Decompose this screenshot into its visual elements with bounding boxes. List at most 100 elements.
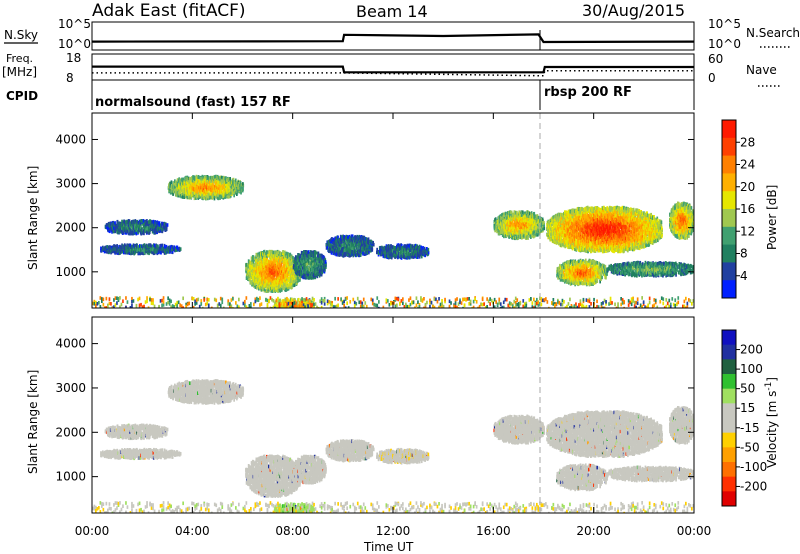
power-cell (288, 256, 291, 260)
power-cell (247, 277, 249, 281)
power-cell (289, 253, 292, 257)
power-cell (195, 174, 198, 179)
power-cell (301, 266, 304, 270)
power-cell (132, 250, 134, 254)
power-cell (230, 180, 232, 184)
power-cell (157, 250, 160, 254)
power-cell (286, 264, 289, 268)
power-cell (213, 196, 216, 201)
power-cell (314, 253, 316, 258)
power-cell (212, 175, 215, 180)
power-cell (116, 225, 119, 229)
power-cell (138, 219, 141, 224)
power-cell (232, 177, 235, 182)
power-cell (126, 229, 128, 234)
freq-line (92, 65, 694, 74)
power-cell (193, 190, 195, 194)
power-cell (266, 289, 268, 293)
power-cell (133, 226, 135, 230)
power-cell (215, 188, 218, 193)
power-cell (307, 259, 310, 264)
power-cell (283, 286, 286, 290)
power-cell (286, 287, 288, 292)
power-cell (312, 270, 314, 275)
power-cell (279, 271, 282, 276)
power-cell (183, 193, 186, 197)
power-cell (136, 248, 139, 253)
power-cell (164, 222, 166, 226)
power-cell (171, 249, 174, 254)
power-cell (120, 223, 123, 227)
nsearch-tick-top: 10^5 (708, 17, 741, 31)
power-cell (170, 180, 173, 184)
power-cell (268, 259, 270, 264)
power-cell (186, 192, 189, 196)
power-cell (286, 251, 288, 256)
power-cell (365, 237, 368, 241)
power-cell (187, 182, 189, 187)
power-cell (422, 246, 424, 250)
power-cell (212, 193, 214, 197)
power-cell (233, 190, 236, 195)
power-cell (275, 286, 278, 290)
power-cell (308, 276, 310, 280)
power-cell (158, 221, 161, 225)
power-cell (265, 279, 268, 284)
power-cell (180, 194, 183, 199)
power-cell (189, 185, 191, 190)
power-cell (126, 219, 128, 224)
power-cell (136, 243, 138, 248)
power-cell (292, 256, 294, 260)
power-cell (201, 179, 204, 183)
power-cell (187, 176, 190, 181)
power-cell (275, 250, 278, 255)
power-cell (300, 254, 302, 258)
power-cell (288, 258, 291, 263)
power-cell (316, 261, 318, 266)
power-cell (297, 262, 300, 266)
power-cell (154, 245, 157, 249)
power-cell (274, 272, 277, 277)
power-cell (245, 276, 248, 280)
power-cell (174, 182, 176, 186)
power-cell (262, 255, 264, 259)
power-cell (174, 248, 176, 253)
power-cell (198, 195, 201, 199)
power-cell (177, 247, 180, 252)
power-cell (253, 278, 255, 282)
power-cell (207, 193, 210, 197)
power-cell (196, 190, 199, 194)
power-cell (306, 275, 308, 280)
power-cell (143, 246, 145, 250)
power-cell (286, 280, 289, 285)
power-cell (165, 244, 168, 249)
power-cell (303, 251, 305, 256)
power-cell (271, 249, 273, 254)
power-cell (183, 187, 186, 192)
power-cell (294, 279, 296, 284)
power-cell (303, 265, 305, 270)
power-cell (303, 262, 305, 267)
beam-label: Beam 14 (356, 2, 428, 21)
power-cell (219, 196, 221, 200)
power-cell (242, 182, 244, 186)
power-cell (139, 219, 142, 223)
power-cell (276, 277, 279, 281)
power-cell (148, 251, 150, 256)
power-cell (297, 259, 300, 263)
power-cell (178, 191, 180, 196)
power-cell (271, 269, 273, 273)
power-cell (324, 258, 327, 262)
power-cell (213, 191, 215, 196)
freq-panel: Freq. [MHz] 18 8 60 0 Nave (2, 51, 782, 87)
power-cell (323, 266, 326, 271)
power-cell (177, 182, 180, 187)
power-cell (293, 280, 295, 284)
power-cell (291, 255, 293, 260)
power-cell (137, 245, 140, 249)
power-cell (319, 268, 321, 272)
power-cell (233, 193, 235, 198)
power-cell (217, 186, 219, 191)
power-heatmap (92, 174, 694, 308)
